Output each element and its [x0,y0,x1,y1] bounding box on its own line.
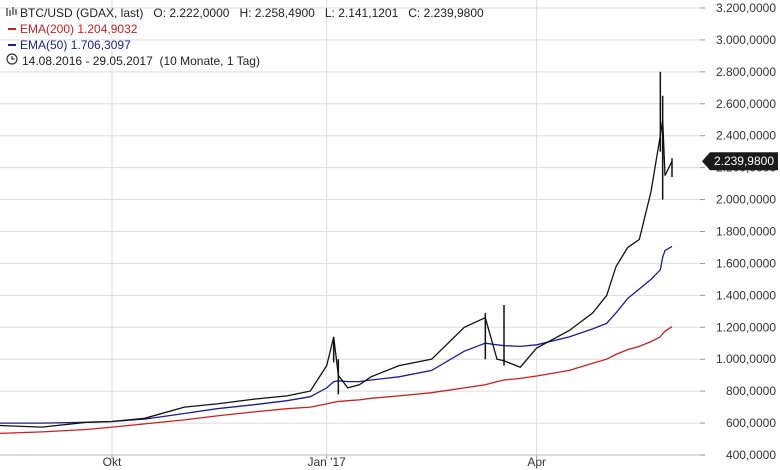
chart-legend: BTC/USD (GDAX, last) O: 2.222,0000 H: 2.… [6,5,484,69]
close-label: C: [408,6,421,20]
ema200-swatch [8,28,16,30]
price-series [0,119,673,428]
x-tick-label: Okt [103,455,122,469]
range-detail: (10 Monate, 1 Tag) [159,54,260,68]
ema50-series [0,245,673,424]
x-tick-label: Jan '17 [308,455,347,469]
ema50-legend: EMA(50) 1.706,3097 [6,37,484,53]
y-tick-label: 1.400,0000 [716,288,776,302]
y-axis: 400,0000 600,0000 800,0000 1.000,0000 1.200,… [700,1,776,462]
ema200-legend: EMA(200) 1.204,9032 [6,21,484,37]
ema200-series [0,325,673,435]
y-tick-label: 2.400,0000 [716,129,776,143]
y-tick-label: 800,0000 [726,384,776,398]
ema50-value: 1.706,3097 [70,38,131,52]
ema50-line [0,245,673,424]
price-line [0,119,673,428]
y-tick-label: 400,0000 [726,448,776,462]
ema200-value: 1.204,9032 [77,22,138,36]
ohlc-row: BTC/USD (GDAX, last) O: 2.222,0000 H: 2.… [6,5,484,21]
y-tick-label: 1.000,0000 [716,352,776,366]
price-tag-label: 2.239,9800 [714,154,774,168]
last-price-tag: 2.239,9800 [702,152,778,171]
y-tick-label: 3.200,0000 [716,1,776,15]
ema50-label: EMA(50) [20,38,68,52]
y-tick-label: 3.000,0000 [716,33,776,47]
open-label: O: [153,6,167,20]
low-label: L: [324,6,335,20]
y-tick-label: 1.800,0000 [716,224,776,238]
close-value: 2.239,9800 [423,6,484,20]
price-tag-box [702,152,778,171]
clock-icon [6,53,20,69]
x-tick-label: Apr [527,455,546,469]
high-label: H: [239,6,252,20]
x-axis: Okt Jan '17 Apr [0,454,700,469]
y-tick-label: 600,0000 [726,416,776,430]
high-value: 2.258,4900 [254,6,315,20]
ema200-line [0,325,673,435]
ema50-swatch [8,44,16,46]
chart-grid [0,0,700,456]
y-tick-label: 1.600,0000 [716,256,776,270]
range-row: 14.08.2016 - 29.05.2017 (10 Monate, 1 Ta… [6,53,484,69]
candle-group [332,71,673,395]
y-tick-label: 1.200,0000 [716,320,776,334]
y-tick-label: 2.800,0000 [716,65,776,79]
y-tick-label: 2.000,0000 [716,193,776,207]
low-value: 2.141,1201 [338,6,399,20]
ema200-label: EMA(200) [20,22,75,36]
y-tick-label: 2.600,0000 [716,97,776,111]
symbol-label: BTC/USD (GDAX, last) [20,6,144,20]
date-range: 14.08.2016 - 29.05.2017 [22,54,153,68]
open-value: 2.222,0000 [169,6,230,20]
candlestick-icon [6,5,20,21]
